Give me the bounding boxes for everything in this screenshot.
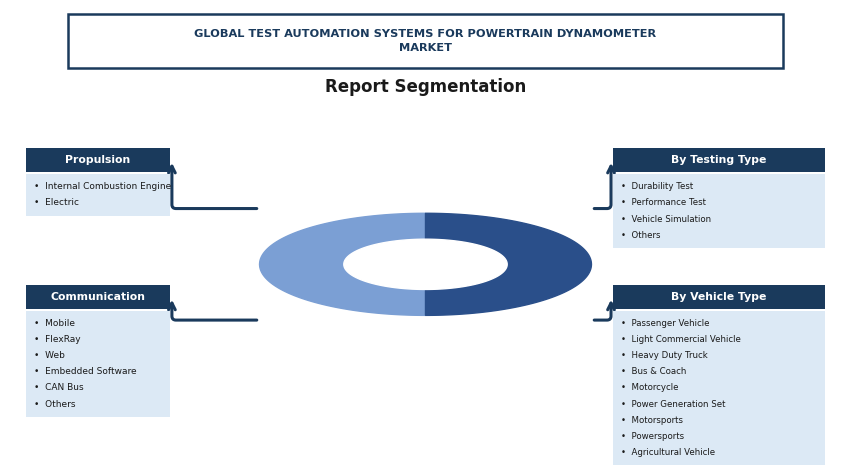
FancyBboxPatch shape <box>68 14 783 68</box>
Text: •  Vehicle Simulation: • Vehicle Simulation <box>621 214 711 224</box>
Text: •  Others: • Others <box>34 399 76 409</box>
Text: •  Heavy Duty Truck: • Heavy Duty Truck <box>621 351 708 361</box>
FancyBboxPatch shape <box>26 311 170 417</box>
Text: By Vehicle Type: By Vehicle Type <box>671 292 767 302</box>
Polygon shape <box>260 264 426 315</box>
Text: •  Electric: • Electric <box>34 198 79 208</box>
FancyBboxPatch shape <box>26 174 170 216</box>
FancyBboxPatch shape <box>613 285 825 309</box>
Text: •  Power Generation Set: • Power Generation Set <box>621 399 726 409</box>
Text: •  Light Commercial Vehicle: • Light Commercial Vehicle <box>621 335 741 345</box>
Text: GLOBAL TEST AUTOMATION SYSTEMS FOR POWERTRAIN DYNAMOMETER
MARKET: GLOBAL TEST AUTOMATION SYSTEMS FOR POWER… <box>194 29 657 53</box>
Text: •  CAN Bus: • CAN Bus <box>34 383 83 393</box>
FancyBboxPatch shape <box>613 311 825 465</box>
Text: Communication: Communication <box>50 292 146 302</box>
Polygon shape <box>260 213 426 264</box>
Polygon shape <box>426 213 591 264</box>
Text: •  Mobile: • Mobile <box>34 319 75 329</box>
Text: •  Internal Combustion Engine: • Internal Combustion Engine <box>34 182 171 192</box>
FancyBboxPatch shape <box>613 148 825 172</box>
Text: •  Motorcycle: • Motorcycle <box>621 383 679 393</box>
Text: •  Bus & Coach: • Bus & Coach <box>621 367 687 377</box>
Text: •  Performance Test: • Performance Test <box>621 198 706 208</box>
Polygon shape <box>426 264 591 315</box>
Text: •  Powersports: • Powersports <box>621 431 684 441</box>
Text: By Testing Type: By Testing Type <box>671 155 767 165</box>
Text: •  Motorsports: • Motorsports <box>621 415 683 425</box>
FancyBboxPatch shape <box>613 174 825 248</box>
Text: •  Others: • Others <box>621 230 660 240</box>
FancyBboxPatch shape <box>26 285 170 309</box>
Text: •  FlexRay: • FlexRay <box>34 335 81 345</box>
Text: •  Passenger Vehicle: • Passenger Vehicle <box>621 319 710 329</box>
Polygon shape <box>344 239 507 289</box>
Text: •  Web: • Web <box>34 351 65 361</box>
Text: •  Embedded Software: • Embedded Software <box>34 367 137 377</box>
Text: •  Durability Test: • Durability Test <box>621 182 694 192</box>
Text: •  Agricultural Vehicle: • Agricultural Vehicle <box>621 447 716 457</box>
Text: Report Segmentation: Report Segmentation <box>325 78 526 96</box>
Text: Propulsion: Propulsion <box>66 155 130 165</box>
FancyBboxPatch shape <box>26 148 170 172</box>
